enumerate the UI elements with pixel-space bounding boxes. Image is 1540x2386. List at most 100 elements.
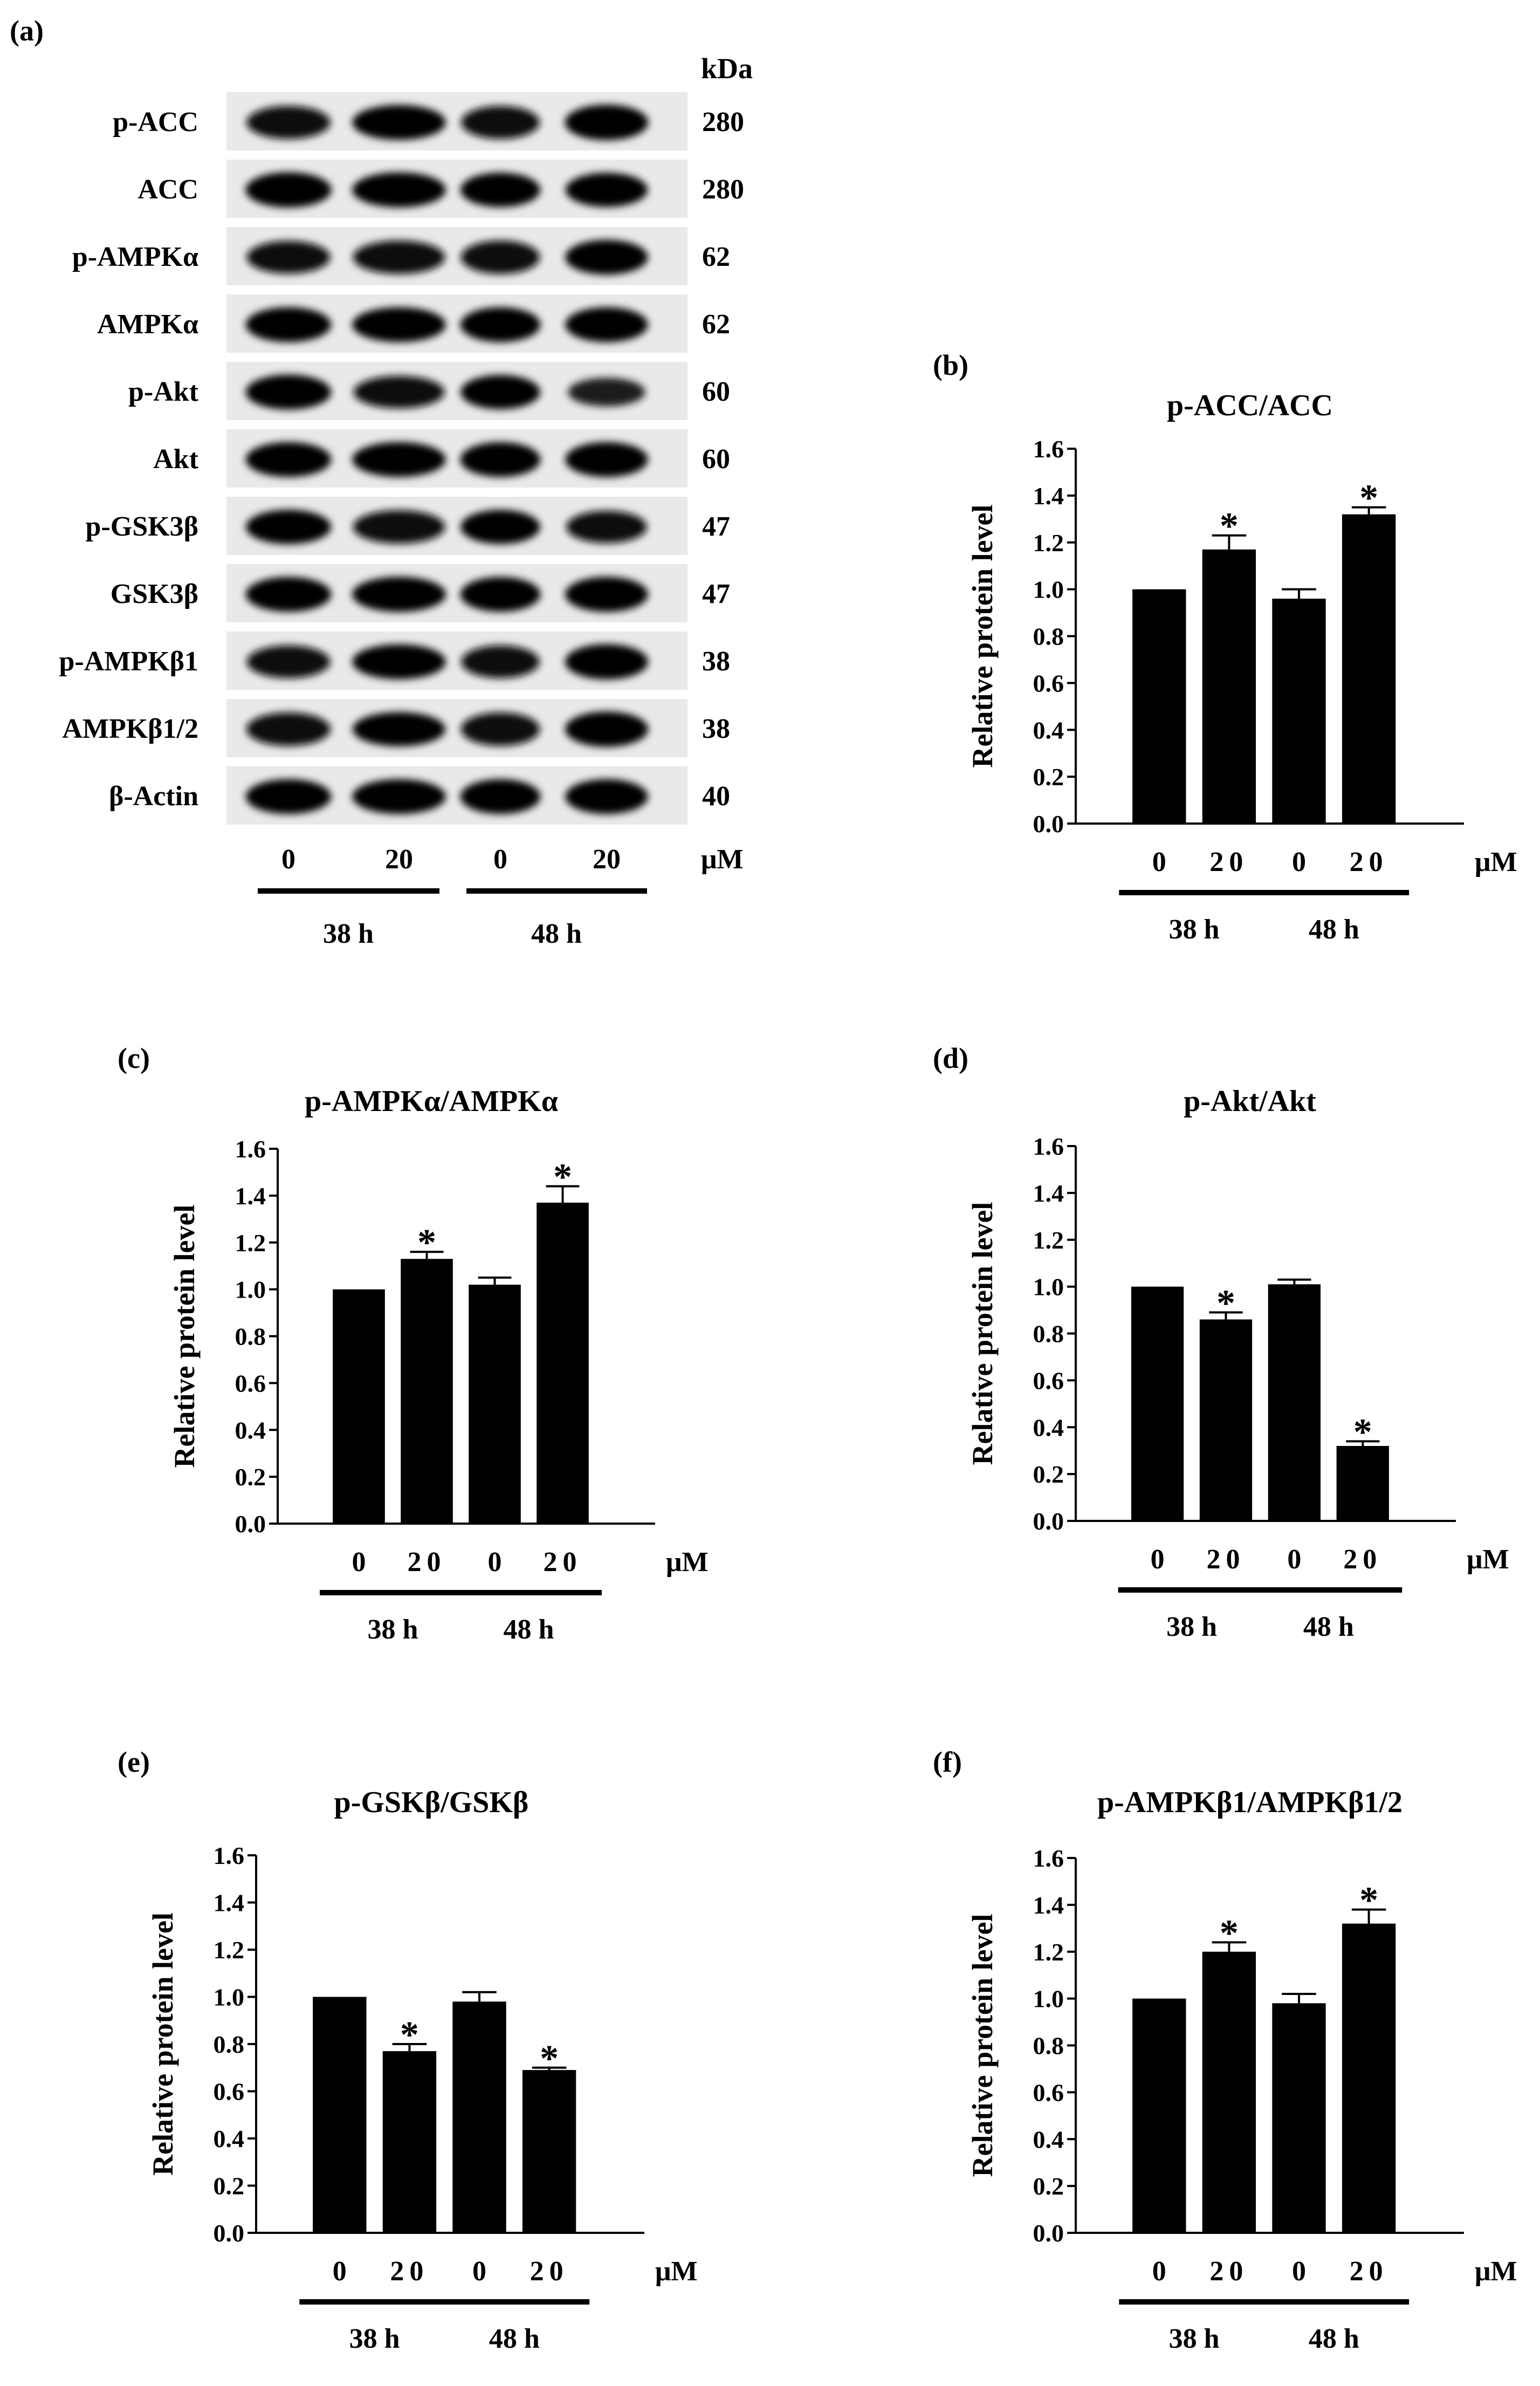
- blot-band: [352, 172, 446, 208]
- blot-band: [565, 577, 649, 612]
- significance-mark: *: [540, 2038, 559, 2080]
- blot-row: GSK3β 47: [111, 564, 730, 622]
- x-tick-label: 0: [1151, 1544, 1165, 1575]
- protein-label: Akt: [153, 444, 198, 475]
- significance-mark: *: [1220, 506, 1239, 547]
- y-axis-label: Relative protein level: [168, 1205, 201, 1468]
- blot-row: p-Akt 60: [128, 362, 730, 420]
- y-tick-label: 0.0: [214, 2219, 245, 2247]
- x-tick-label: 0: [1152, 847, 1166, 877]
- kda-value: 38: [702, 714, 730, 744]
- y-tick-label: 0.6: [1033, 1367, 1064, 1394]
- x-tick-label: 0: [1152, 2256, 1166, 2287]
- blot-band: [461, 645, 540, 678]
- y-tick-label: 0.6: [214, 2078, 245, 2106]
- y-tick-label: 0.8: [235, 1323, 266, 1350]
- y-tick-label: 1.0: [214, 1984, 245, 2011]
- unit-label: μM: [1467, 1544, 1509, 1575]
- unit-label: μM: [1475, 2256, 1517, 2287]
- blot-row: p-ACC 280: [113, 92, 744, 150]
- bar: [382, 2051, 437, 2233]
- x-tick-label: 20: [408, 1547, 446, 1578]
- blot-band: [565, 239, 648, 275]
- y-tick-label: 0.0: [1033, 1507, 1064, 1535]
- panel-label: (d): [933, 1042, 968, 1074]
- y-tick-label: 0.4: [1033, 2126, 1064, 2153]
- y-tick-label: 1.2: [1033, 529, 1064, 557]
- blot-band: [246, 712, 331, 746]
- blot-band: [565, 779, 648, 814]
- panel-label: (a): [10, 15, 44, 47]
- blot-band: [246, 241, 331, 274]
- significance-mark: *: [1359, 478, 1378, 519]
- kda-value: 280: [702, 107, 744, 138]
- x-tick-label: 20: [544, 1547, 582, 1578]
- kda-value: 60: [702, 376, 730, 407]
- blot-band: [352, 307, 446, 342]
- y-tick-label: 0.2: [1033, 2172, 1064, 2200]
- bar: [333, 1289, 385, 1524]
- y-tick-label: 1.4: [235, 1182, 266, 1210]
- y-tick-label: 0.2: [214, 2172, 245, 2200]
- y-tick-label: 1.0: [235, 1276, 266, 1304]
- bar: [1336, 1446, 1389, 1521]
- blot-band: [245, 374, 332, 410]
- bar: [1202, 1951, 1256, 2233]
- x-tick-label: 20: [530, 2256, 569, 2287]
- protein-label: β-Actin: [109, 781, 198, 812]
- y-axis-label: Relative protein level: [966, 505, 999, 768]
- group-label: 38 h: [1166, 1612, 1217, 1642]
- x-tick-label: 0: [1287, 1544, 1301, 1575]
- y-axis-label: Relative protein level: [966, 1202, 999, 1465]
- chart-title: p-ACC/ACC: [1167, 389, 1333, 422]
- blot-band: [565, 442, 648, 477]
- y-tick-label: 0.8: [214, 2031, 245, 2058]
- protein-label: ACC: [138, 174, 198, 205]
- x-tick-label: 20: [1209, 2256, 1248, 2287]
- blot-band: [245, 577, 332, 612]
- chart-panel: (f) p-AMPKβ1/AMPKβ1/2 0.0 0.2 0.4 0.6 0.8 1.0 1.…: [933, 1746, 1517, 2354]
- y-tick-label: 0.6: [1033, 669, 1064, 697]
- blot-band: [460, 712, 540, 746]
- bar: [1342, 1923, 1396, 2233]
- dose-label: 0: [493, 844, 507, 875]
- significance-mark: *: [400, 2014, 419, 2056]
- bar: [1199, 1319, 1253, 1521]
- y-tick-label: 0.0: [1033, 810, 1064, 838]
- blot-band: [353, 510, 445, 544]
- protein-label: p-ACC: [113, 107, 198, 138]
- kda-value: 62: [702, 309, 730, 340]
- blot-band: [352, 644, 446, 680]
- bar: [1132, 589, 1186, 824]
- blot-band: [352, 442, 446, 477]
- blot-band: [460, 577, 541, 612]
- blot-band: [566, 510, 647, 544]
- significance-mark: *: [1216, 1283, 1235, 1324]
- bar: [1132, 1998, 1186, 2233]
- group-label: 38 h: [349, 2323, 400, 2354]
- y-tick-label: 1.0: [1033, 576, 1064, 604]
- chart-title: p-AMPKα/AMPKα: [305, 1085, 558, 1118]
- blot-band: [352, 105, 446, 140]
- group-label: 48 h: [1309, 2323, 1359, 2354]
- dose-label: 0: [281, 844, 295, 875]
- chart-panel: (b) p-ACC/ACC 0.0 0.2 0.4 0.6 0.8 1.0 1.2 1.4 1.6 R…: [933, 349, 1517, 945]
- kda-value: 280: [702, 174, 744, 205]
- blot-band: [352, 712, 446, 746]
- blot-band: [353, 240, 445, 275]
- panel-a: (a) kDa p-ACC 280 ACC 280 p-AMPKα 62 AMPKα 62 p-Ak…: [10, 15, 753, 949]
- significance-mark: *: [417, 1222, 436, 1264]
- blot-band: [460, 375, 540, 409]
- y-tick-label: 1.0: [1033, 1985, 1064, 2013]
- y-tick-label: 0.8: [1033, 1320, 1064, 1348]
- y-tick-label: 1.4: [1033, 1891, 1064, 1919]
- kda-value: 60: [702, 444, 730, 475]
- y-tick-label: 0.0: [1033, 2219, 1064, 2247]
- bar: [452, 2001, 506, 2233]
- blot-band: [565, 307, 648, 342]
- group-label: 48 h: [489, 2323, 540, 2354]
- group-label: 48 h: [504, 1614, 554, 1645]
- kda-header: kDa: [701, 52, 753, 85]
- blot-row: ACC 280: [138, 160, 744, 218]
